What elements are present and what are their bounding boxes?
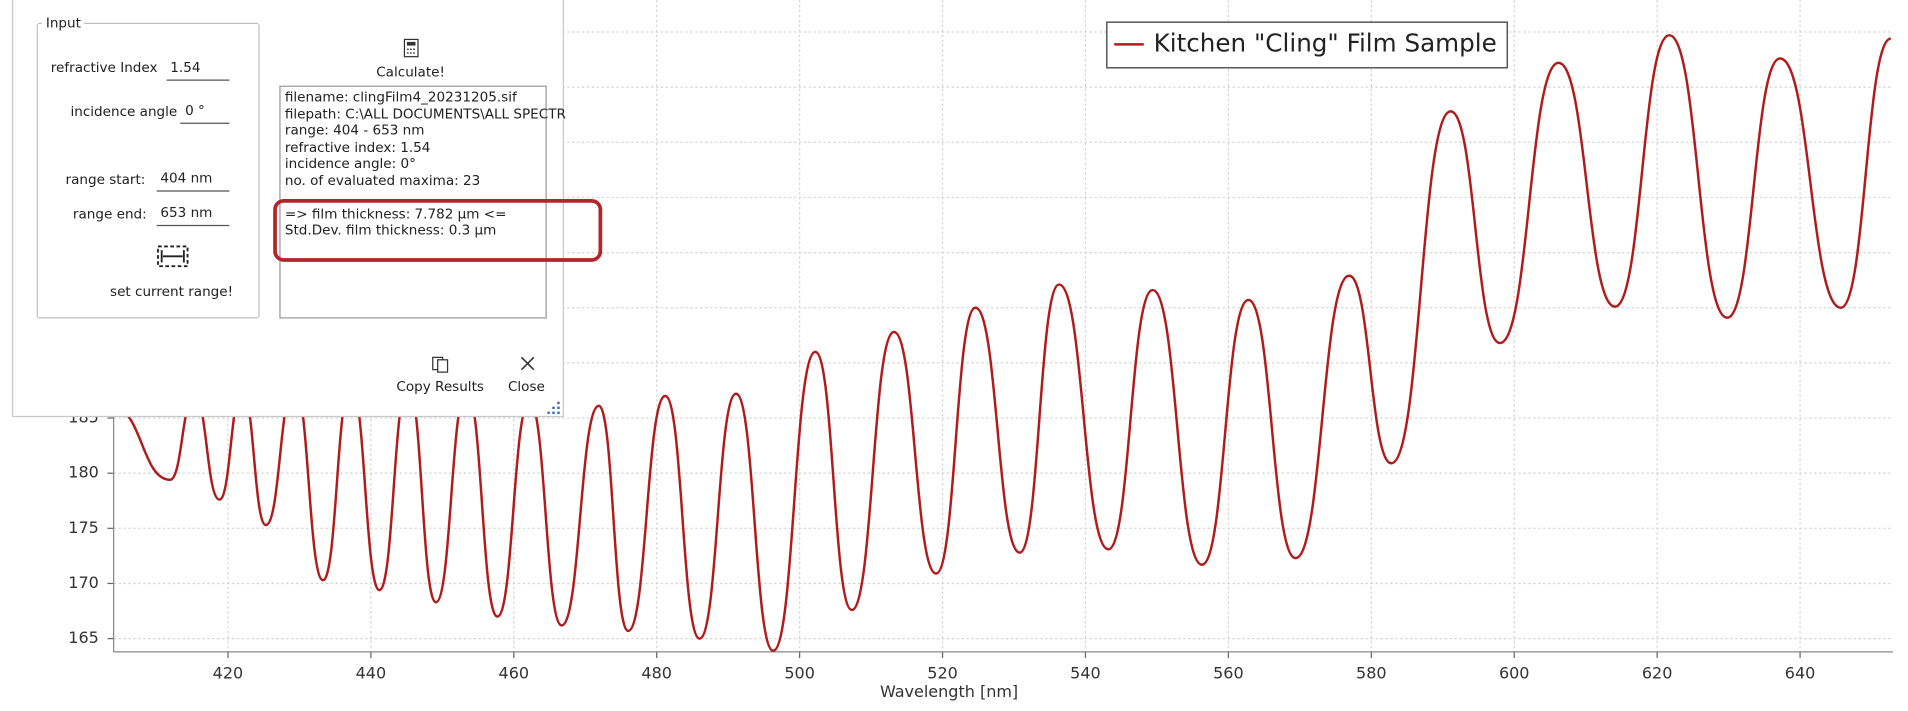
group-title-bg xyxy=(42,14,85,33)
field-label: refractive Index xyxy=(51,60,158,76)
x-tick-label: 520 xyxy=(927,664,958,683)
result-line: no. of evaluated maxima: 23 xyxy=(285,173,480,189)
field-label: incidence angle xyxy=(70,104,177,120)
range-icon[interactable] xyxy=(157,245,189,268)
highlight-line: Std.Dev. film thickness: 0.3 µm xyxy=(285,222,497,238)
field-label: range start: xyxy=(66,172,146,188)
highlight-line: => film thickness: 7.782 µm <= xyxy=(285,206,507,222)
calculator-icon[interactable] xyxy=(403,38,419,58)
copy-button[interactable]: Copy Results xyxy=(396,379,484,395)
copy-icon[interactable] xyxy=(432,356,449,373)
dialog: Input refractive Index 1.54 incidence an… xyxy=(11,0,603,418)
x-tick-label: 540 xyxy=(1070,664,1101,683)
group-title: Input xyxy=(46,15,81,31)
data-line xyxy=(113,34,1892,652)
x-tick-label: 620 xyxy=(1642,664,1673,683)
x-tick-label: 440 xyxy=(356,664,387,683)
field-value[interactable]: 0 ° xyxy=(185,103,205,119)
x-tick-label: 560 xyxy=(1213,664,1244,683)
field-label: range end: xyxy=(73,206,147,222)
group-box xyxy=(36,22,260,319)
close-button[interactable]: Close xyxy=(508,379,545,395)
y-tick-label: 170 xyxy=(68,573,99,592)
x-tick-label: 600 xyxy=(1499,664,1530,683)
x-axis-label: Wavelength [nm] xyxy=(880,682,1018,701)
x-tick-label: 500 xyxy=(784,664,815,683)
y-tick-label: 175 xyxy=(68,518,99,537)
result-line: refractive index: 1.54 xyxy=(285,140,431,156)
result-line: filename: clingFilm4_20231205.sif xyxy=(285,89,518,105)
field-value[interactable]: 404 nm xyxy=(160,171,212,187)
close-icon[interactable] xyxy=(520,356,535,371)
result-line: filepath: C:\ALL DOCUMENTS\ALL SPECTR xyxy=(285,107,567,123)
x-tick-label: 580 xyxy=(1356,664,1387,683)
x-tick-label: 420 xyxy=(213,664,244,683)
x-tick-label: 640 xyxy=(1785,664,1816,683)
resize-grip[interactable] xyxy=(547,401,560,415)
result-line: incidence angle: 0° xyxy=(285,156,416,172)
y-tick-label: 165 xyxy=(68,628,99,647)
y-tick-label: 180 xyxy=(68,463,99,482)
x-tick-label: 480 xyxy=(641,664,672,683)
field-value[interactable]: 653 nm xyxy=(160,205,212,221)
calculate-button[interactable]: Calculate! xyxy=(376,65,445,81)
x-tick-label: 460 xyxy=(499,664,530,683)
set-range-button[interactable]: set current range! xyxy=(110,284,233,300)
legend-box xyxy=(1106,21,1509,69)
legend-label: Kitchen "Cling" Film Sample xyxy=(1154,28,1497,57)
highlight-frame xyxy=(273,199,603,262)
field-value[interactable]: 1.54 xyxy=(170,60,200,76)
result-line: range: 404 - 653 nm xyxy=(285,123,425,139)
